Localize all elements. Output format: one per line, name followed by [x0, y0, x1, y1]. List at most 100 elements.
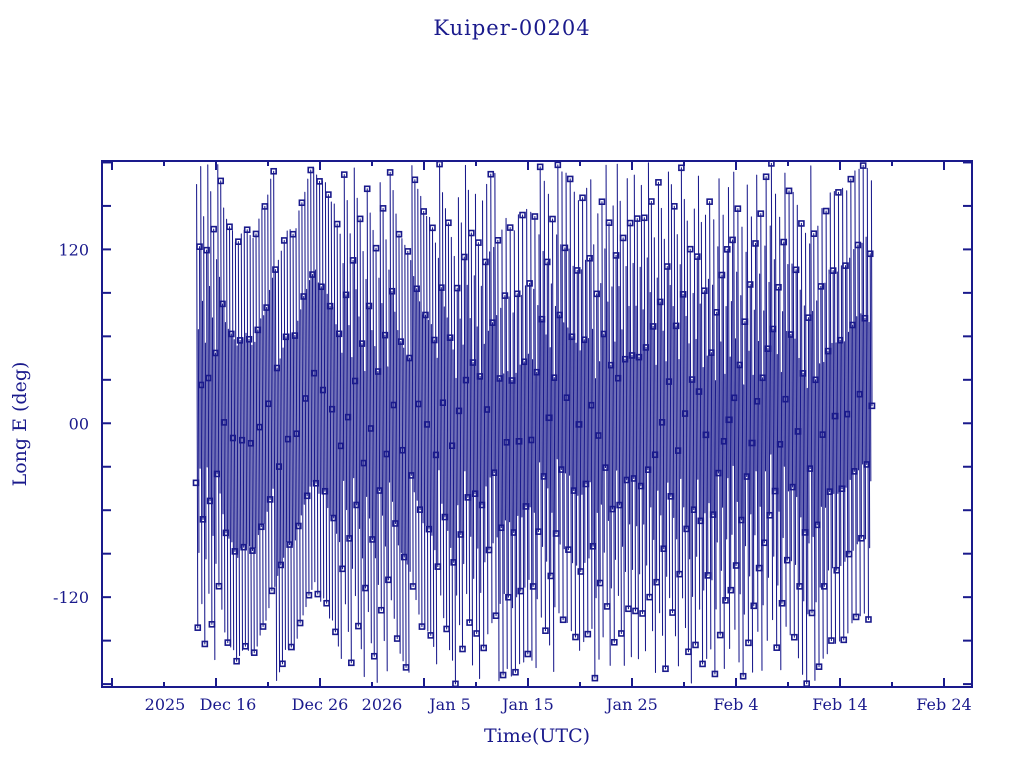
- data-line-segment: [853, 249, 855, 472]
- data-line-segment: [530, 211, 533, 661]
- data-point-marker: [512, 668, 519, 676]
- data-point-marker: [386, 169, 394, 176]
- data-line-segment: [316, 174, 319, 595]
- data-line-segment: [291, 333, 294, 546]
- data-point-marker: [644, 466, 652, 473]
- data-line-segment: [745, 251, 748, 478]
- data-point-marker: [554, 162, 562, 169]
- data-point-marker: [533, 368, 540, 376]
- data-point-marker: [469, 359, 477, 366]
- data-point-marker: [279, 660, 286, 668]
- data-point-marker: [298, 199, 306, 207]
- data-line-segment: [835, 342, 838, 571]
- data-line-segment: [559, 314, 561, 545]
- data-point-marker: [759, 374, 766, 382]
- data-line-segment: [589, 257, 591, 483]
- data-point-marker: [723, 246, 731, 253]
- data-point-marker: [833, 566, 841, 574]
- data-line-segment: [286, 230, 289, 650]
- data-point-marker: [319, 386, 327, 394]
- x-tick-label-group: 2025 Dec 16 Dec 26 2026 Jan 5 Jan 15 Jan 25 Feb…: [145, 695, 972, 714]
- data-point-marker: [565, 546, 572, 553]
- data-line-segment: [411, 165, 414, 587]
- data-line-segment: [427, 319, 430, 530]
- data-line-segment: [825, 210, 828, 655]
- data-point-marker: [810, 230, 818, 237]
- data-point-marker: [619, 234, 627, 242]
- data-point-marker: [258, 523, 265, 531]
- data-line-segment: [301, 202, 304, 616]
- data-point-marker: [268, 587, 276, 595]
- data-line-segment: [274, 269, 278, 681]
- data-line-segment: [567, 327, 569, 551]
- data-line-segment: [813, 233, 816, 681]
- data-point-marker: [310, 369, 318, 377]
- data-line-segment: [233, 339, 236, 552]
- data-point-marker: [328, 405, 336, 413]
- data-line-segment: [718, 178, 721, 636]
- data-point-marker: [356, 215, 364, 223]
- data-line-segment: [406, 355, 408, 565]
- data-point-marker: [503, 439, 510, 446]
- data-line-segment: [831, 342, 834, 569]
- data-point-marker: [293, 430, 300, 438]
- data-point-marker: [783, 556, 791, 564]
- data-line-segment: [716, 311, 718, 543]
- data-point-marker: [858, 534, 865, 542]
- data-line-segment: [757, 340, 760, 569]
- data-point-marker: [776, 440, 784, 448]
- data-point-marker: [773, 644, 780, 651]
- x-tick-label: Feb 24: [916, 695, 971, 714]
- data-line-segment: [779, 216, 782, 671]
- data-line-segment: [306, 288, 308, 497]
- data-point-marker: [789, 483, 796, 491]
- data-line-segment: [261, 208, 264, 628]
- data-line-segment: [744, 321, 747, 547]
- data-line-segment: [220, 180, 223, 610]
- data-line-segment: [844, 265, 847, 488]
- data-line-segment: [543, 180, 546, 632]
- data-point-marker: [416, 506, 424, 513]
- data-point-marker: [598, 198, 606, 206]
- data-line-segment: [695, 338, 698, 557]
- data-line-segment: [645, 346, 648, 566]
- data-point-marker: [626, 219, 634, 227]
- data-point-marker: [489, 319, 496, 326]
- data-point-marker: [471, 490, 479, 497]
- data-point-marker: [709, 511, 717, 518]
- data-line-segment: [401, 238, 404, 662]
- data-point-marker: [771, 487, 779, 495]
- data-line-segment: [780, 371, 783, 604]
- data-point-marker: [348, 659, 355, 667]
- data-point-marker: [586, 254, 593, 262]
- data-line-segment: [749, 283, 752, 515]
- data-line-segment: [270, 178, 273, 592]
- data-line-segment: [557, 164, 560, 614]
- data-line-segment: [457, 197, 461, 626]
- data-line-segment: [552, 218, 555, 672]
- data-line-segment: [714, 380, 717, 610]
- data-point-marker: [648, 198, 655, 205]
- data-point-marker: [363, 185, 371, 193]
- data-point-marker: [681, 410, 689, 417]
- data-point-marker: [528, 436, 535, 444]
- data-line-segment: [647, 162, 651, 598]
- data-point-marker: [303, 492, 311, 500]
- data-point-marker: [395, 230, 403, 238]
- data-line-segment: [509, 227, 512, 677]
- data-point-marker: [697, 517, 705, 525]
- data-point-marker: [662, 665, 669, 673]
- data-point-marker: [291, 332, 299, 339]
- data-line-segment: [703, 290, 706, 514]
- data-point-marker: [506, 224, 514, 231]
- data-point-marker: [213, 470, 221, 478]
- data-line-segment: [770, 162, 774, 621]
- data-point-marker: [508, 377, 516, 384]
- data-point-marker: [323, 599, 330, 607]
- data-line-segment: [743, 384, 745, 615]
- data-point-marker: [632, 607, 639, 615]
- data-line-segment: [587, 337, 590, 559]
- data-point-marker: [220, 419, 228, 426]
- data-point-marker: [641, 214, 648, 222]
- data-point-marker: [801, 529, 809, 536]
